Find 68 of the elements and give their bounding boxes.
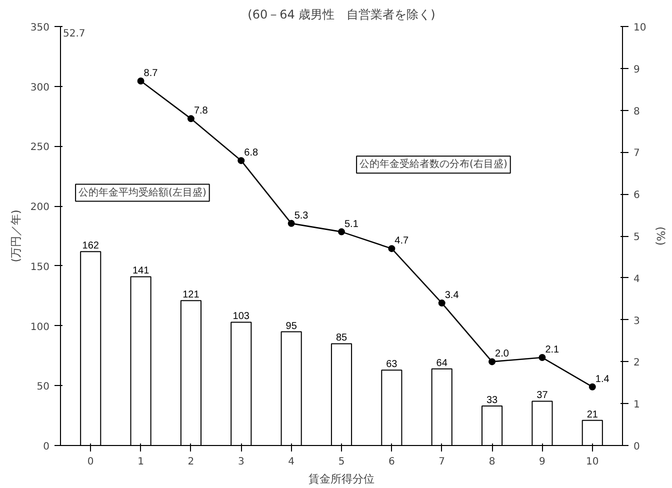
- y2-tick-label: 1: [634, 400, 640, 411]
- data-label: 3.4: [444, 290, 460, 302]
- y2-tick-label: 5: [634, 232, 640, 243]
- chart-subtitle: (60－64 歳男性 自営業者を除く): [248, 8, 436, 22]
- data-label: 141: [132, 266, 150, 277]
- point: [588, 383, 596, 390]
- x-tick-label: 7: [438, 456, 446, 468]
- data-label: 37: [536, 390, 548, 402]
- x-tick-label: 3: [238, 456, 244, 468]
- y-axis-title: (万円／年): [9, 210, 22, 262]
- data-label: 5.3: [294, 210, 309, 222]
- data-label: 95: [286, 320, 298, 332]
- y-tick-label: 250: [30, 142, 50, 154]
- data-label: 64: [436, 358, 448, 369]
- annotation: 52.7: [63, 28, 86, 40]
- data-label: 21: [586, 409, 598, 420]
- x-tick-label: 6: [388, 456, 395, 468]
- data-label: 2.0: [495, 348, 510, 360]
- x-axis-title: 賃金所得分位: [308, 472, 374, 486]
- y2-tick-label: 4: [634, 274, 640, 285]
- y-tick-label: 150: [30, 262, 50, 273]
- y-tick-label: 100: [30, 322, 50, 333]
- y2-tick-label: 2: [634, 358, 640, 369]
- data-label: 121: [182, 290, 200, 301]
- x-tick-label: 8: [488, 456, 496, 468]
- y2-tick-label: 7: [634, 148, 640, 160]
- data-label: 2.1: [545, 344, 560, 356]
- data-label: 7.8: [194, 106, 208, 117]
- point: [187, 115, 194, 122]
- data-label: 1.4: [595, 374, 610, 385]
- data-label: 63: [386, 359, 398, 370]
- y-tick-label: 350: [30, 22, 50, 34]
- y2-tick-label: 9: [634, 64, 640, 76]
- data-label: 103: [232, 311, 250, 322]
- point: [338, 228, 345, 236]
- data-label: 5.1: [344, 218, 359, 230]
- text: 公的年金平均受給額(左目盛): [78, 186, 206, 198]
- x-tick-label: 1: [138, 456, 144, 468]
- text: 公的年金受給者数の分布(右目盛): [360, 158, 508, 170]
- y2-tick-label: 8: [634, 106, 640, 118]
- point: [438, 300, 446, 307]
- point: [388, 245, 396, 252]
- data-label: 162: [82, 240, 100, 252]
- y2-tick-label: 6: [634, 190, 640, 202]
- y-tick-label: 200: [30, 202, 50, 214]
- y2-tick-label: 3: [634, 316, 640, 327]
- point: [238, 157, 245, 164]
- point: [137, 77, 144, 84]
- data-label: 4.7: [394, 236, 410, 247]
- data-label: 33: [486, 394, 498, 406]
- data-label: 85: [336, 332, 348, 344]
- x-tick-label: 4: [288, 456, 295, 468]
- data-label: 8.7: [144, 68, 158, 79]
- x-tick-label: 0: [87, 456, 94, 468]
- point: [288, 220, 295, 227]
- point: [538, 354, 546, 362]
- y-tick-label: 300: [30, 82, 50, 94]
- y2-tick-label: 0: [634, 442, 640, 452]
- x-tick-label: 2: [188, 456, 194, 468]
- x-tick-label: 5: [338, 456, 345, 468]
- y-tick-label: 50: [36, 382, 50, 393]
- data-label: 6.8: [244, 148, 258, 159]
- x-tick-label: 10: [586, 456, 599, 468]
- y2-tick-label: 10: [634, 22, 646, 34]
- point: [488, 358, 496, 366]
- y2-axis-title: (%): [654, 226, 668, 246]
- x-tick-label: 9: [539, 456, 546, 468]
- y-tick-label: 0: [43, 442, 50, 452]
